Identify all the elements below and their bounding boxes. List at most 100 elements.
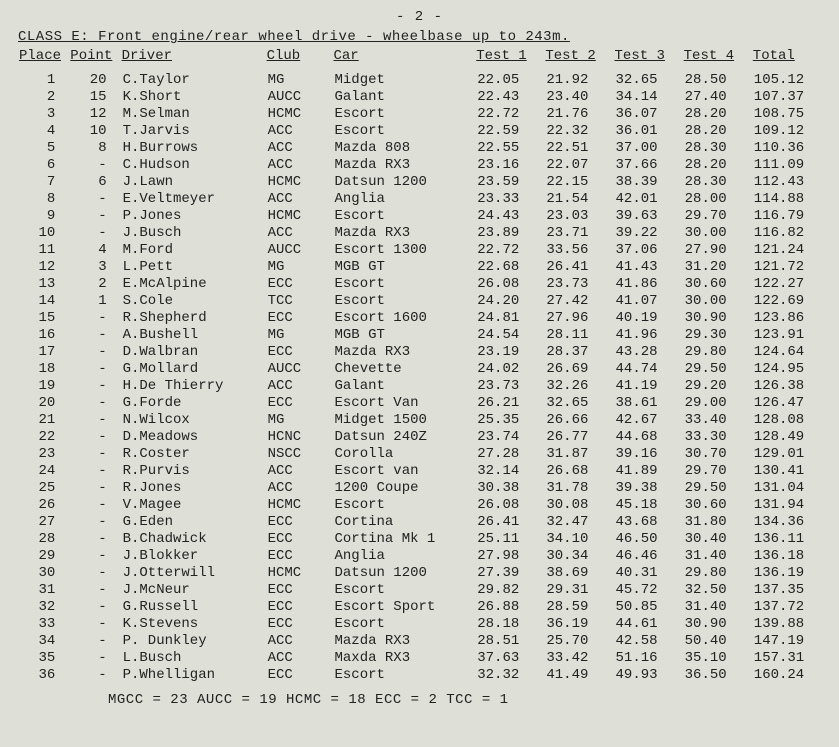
cell: 30.38	[475, 479, 544, 496]
cell: 17	[18, 343, 69, 360]
cell: 28.20	[683, 156, 752, 173]
cell: 28	[18, 530, 69, 547]
table-row: 30-J.OtterwillHCMCDatsun 120027.3938.694…	[18, 564, 821, 581]
footer-summary: MGCC = 23 AUCC = 19 HCMC = 18 ECC = 2 TC…	[18, 693, 821, 707]
cell: 26.69	[544, 360, 613, 377]
table-body: 120C.TaylorMGMidget22.0521.9232.6528.501…	[18, 71, 821, 683]
cell: 24.54	[475, 326, 544, 343]
cell: 39.63	[614, 207, 683, 224]
cell: 50.40	[683, 632, 752, 649]
cell: ACC	[266, 224, 333, 241]
cell: 31.80	[683, 513, 752, 530]
cell: 6	[18, 156, 69, 173]
cell: Escort	[332, 122, 475, 139]
cell: 33.40	[683, 411, 752, 428]
page-number: - 2 -	[18, 10, 821, 24]
cell: 3	[18, 105, 69, 122]
col-header: Total	[752, 48, 821, 71]
table-row: 32-G.RussellECCEscort Sport26.8828.5950.…	[18, 598, 821, 615]
cell: 29.20	[683, 377, 752, 394]
cell: Datsun 240Z	[332, 428, 475, 445]
cell: H.De Thierry	[121, 377, 266, 394]
col-header: Car	[332, 48, 475, 71]
cell: 40.31	[614, 564, 683, 581]
cell: NSCC	[266, 445, 333, 462]
cell: ACC	[266, 632, 333, 649]
cell: 44.61	[614, 615, 683, 632]
cell: Cortina	[332, 513, 475, 530]
cell: 2	[18, 88, 69, 105]
cell: -	[69, 564, 120, 581]
cell: ECC	[266, 615, 333, 632]
table-row: 215K.ShortAUCCGalant22.4323.4034.1427.40…	[18, 88, 821, 105]
cell: 114.88	[752, 190, 821, 207]
cell: 26	[18, 496, 69, 513]
cell: 32.50	[683, 581, 752, 598]
cell: 21.54	[544, 190, 613, 207]
cell: J.McNeur	[121, 581, 266, 598]
cell: G.Russell	[121, 598, 266, 615]
cell: Mazda RX3	[332, 343, 475, 360]
cell: 27	[18, 513, 69, 530]
cell: 11	[18, 241, 69, 258]
cell: 41.19	[614, 377, 683, 394]
cell: 46.46	[614, 547, 683, 564]
col-header: Test 1	[475, 48, 544, 71]
cell: -	[69, 156, 120, 173]
cell: 128.08	[752, 411, 821, 428]
cell: MG	[266, 258, 333, 275]
cell: 29.70	[683, 462, 752, 479]
cell: 3	[69, 258, 120, 275]
cell: 29	[18, 547, 69, 564]
cell: -	[69, 530, 120, 547]
cell: G.Forde	[121, 394, 266, 411]
cell: 26.08	[475, 496, 544, 513]
cell: 42.67	[614, 411, 683, 428]
table-row: 141S.ColeTCCEscort24.2027.4241.0730.0012…	[18, 292, 821, 309]
cell: K.Short	[121, 88, 266, 105]
cell: Escort	[332, 275, 475, 292]
cell: HCNC	[266, 428, 333, 445]
col-header: Driver	[121, 48, 266, 71]
cell: 122.27	[752, 275, 821, 292]
cell: ECC	[266, 513, 333, 530]
cell: -	[69, 190, 120, 207]
cell: 23.74	[475, 428, 544, 445]
table-row: 35-L.BuschACCMaxda RX337.6333.4251.1635.…	[18, 649, 821, 666]
cell: 26.88	[475, 598, 544, 615]
cell: 30.00	[683, 224, 752, 241]
table-row: 9-P.JonesHCMCEscort24.4323.0339.6329.701…	[18, 207, 821, 224]
cell: 111.09	[752, 156, 821, 173]
cell: 24	[18, 462, 69, 479]
cell: R.Jones	[121, 479, 266, 496]
table-row: 10-J.BuschACCMazda RX323.8923.7139.2230.…	[18, 224, 821, 241]
cell: 121.24	[752, 241, 821, 258]
cell: 137.72	[752, 598, 821, 615]
cell: MG	[266, 326, 333, 343]
cell: 105.12	[752, 71, 821, 88]
table-row: 120C.TaylorMGMidget22.0521.9232.6528.501…	[18, 71, 821, 88]
cell: 28.59	[544, 598, 613, 615]
cell: Mazda 808	[332, 139, 475, 156]
cell: 23.19	[475, 343, 544, 360]
cell: HCMC	[266, 207, 333, 224]
cell: ECC	[266, 530, 333, 547]
cell: 39.22	[614, 224, 683, 241]
cell: -	[69, 581, 120, 598]
cell: 51.16	[614, 649, 683, 666]
cell: Midget 1500	[332, 411, 475, 428]
cell: N.Wilcox	[121, 411, 266, 428]
cell: 22.15	[544, 173, 613, 190]
cell: 23.33	[475, 190, 544, 207]
cell: 31.87	[544, 445, 613, 462]
cell: ECC	[266, 581, 333, 598]
cell: 9	[18, 207, 69, 224]
cell: C.Taylor	[121, 71, 266, 88]
cell: Escort Sport	[332, 598, 475, 615]
cell: 28.30	[683, 139, 752, 156]
cell: ECC	[266, 275, 333, 292]
cell: 25.11	[475, 530, 544, 547]
cell: 30.34	[544, 547, 613, 564]
cell: Escort van	[332, 462, 475, 479]
cell: 23.03	[544, 207, 613, 224]
